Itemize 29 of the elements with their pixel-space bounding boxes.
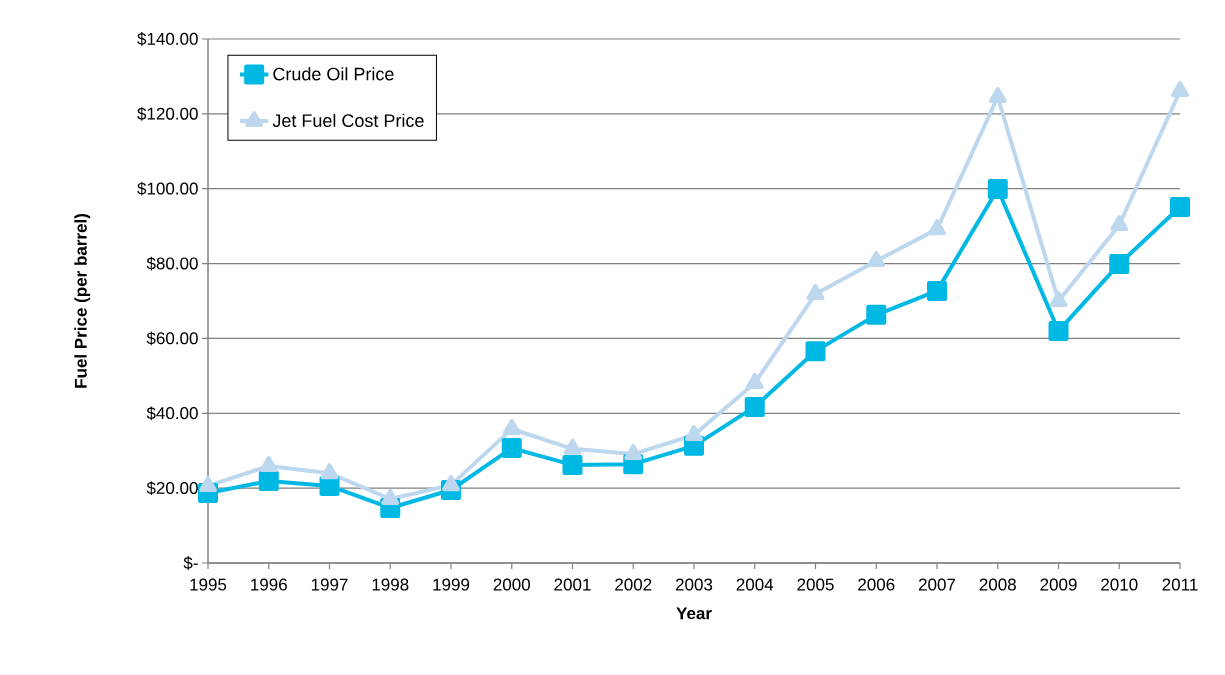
x-tick-label: 2001	[554, 578, 591, 591]
x-tick-label: 1995	[190, 578, 227, 591]
x-tick-label: 2000	[493, 578, 530, 591]
x-tick-label: 2005	[797, 578, 834, 591]
legend-label: Jet Fuel Cost Price	[272, 113, 424, 127]
y-tick-label: $60.00	[146, 331, 198, 346]
x-tick-label: 2002	[615, 578, 652, 591]
y-tick-label: $-	[183, 556, 198, 570]
x-tick-label: 2011	[1162, 578, 1198, 591]
x-tick-label: 1999	[433, 578, 470, 591]
x-tick-label: 2004	[736, 578, 774, 591]
y-tick-label: $40.00	[146, 406, 198, 421]
x-tick-label: 1996	[251, 578, 287, 591]
x-tick-label: 1998	[372, 578, 409, 591]
legend-label: Crude Oil Price	[273, 67, 394, 81]
y-axis-title: Fuel Price (per barrel)	[74, 214, 91, 388]
x-tick-label: 1997	[311, 578, 348, 591]
x-tick-label: 2007	[918, 578, 956, 591]
y-tick-label: $120.00	[137, 106, 198, 121]
x-tick-label: 2010	[1101, 578, 1138, 591]
x-tick-label: 2003	[675, 578, 713, 591]
x-tick-label: 2009	[1040, 578, 1077, 591]
y-tick-label: $20.00	[146, 481, 198, 496]
x-tick-label: 2008	[979, 578, 1016, 591]
y-tick-label: $100.00	[137, 181, 198, 196]
x-axis-title: Year	[676, 607, 712, 620]
x-tick-label: 2006	[858, 578, 895, 591]
y-tick-label: $80.00	[146, 256, 198, 271]
y-tick-label: $140.00	[137, 32, 198, 46]
